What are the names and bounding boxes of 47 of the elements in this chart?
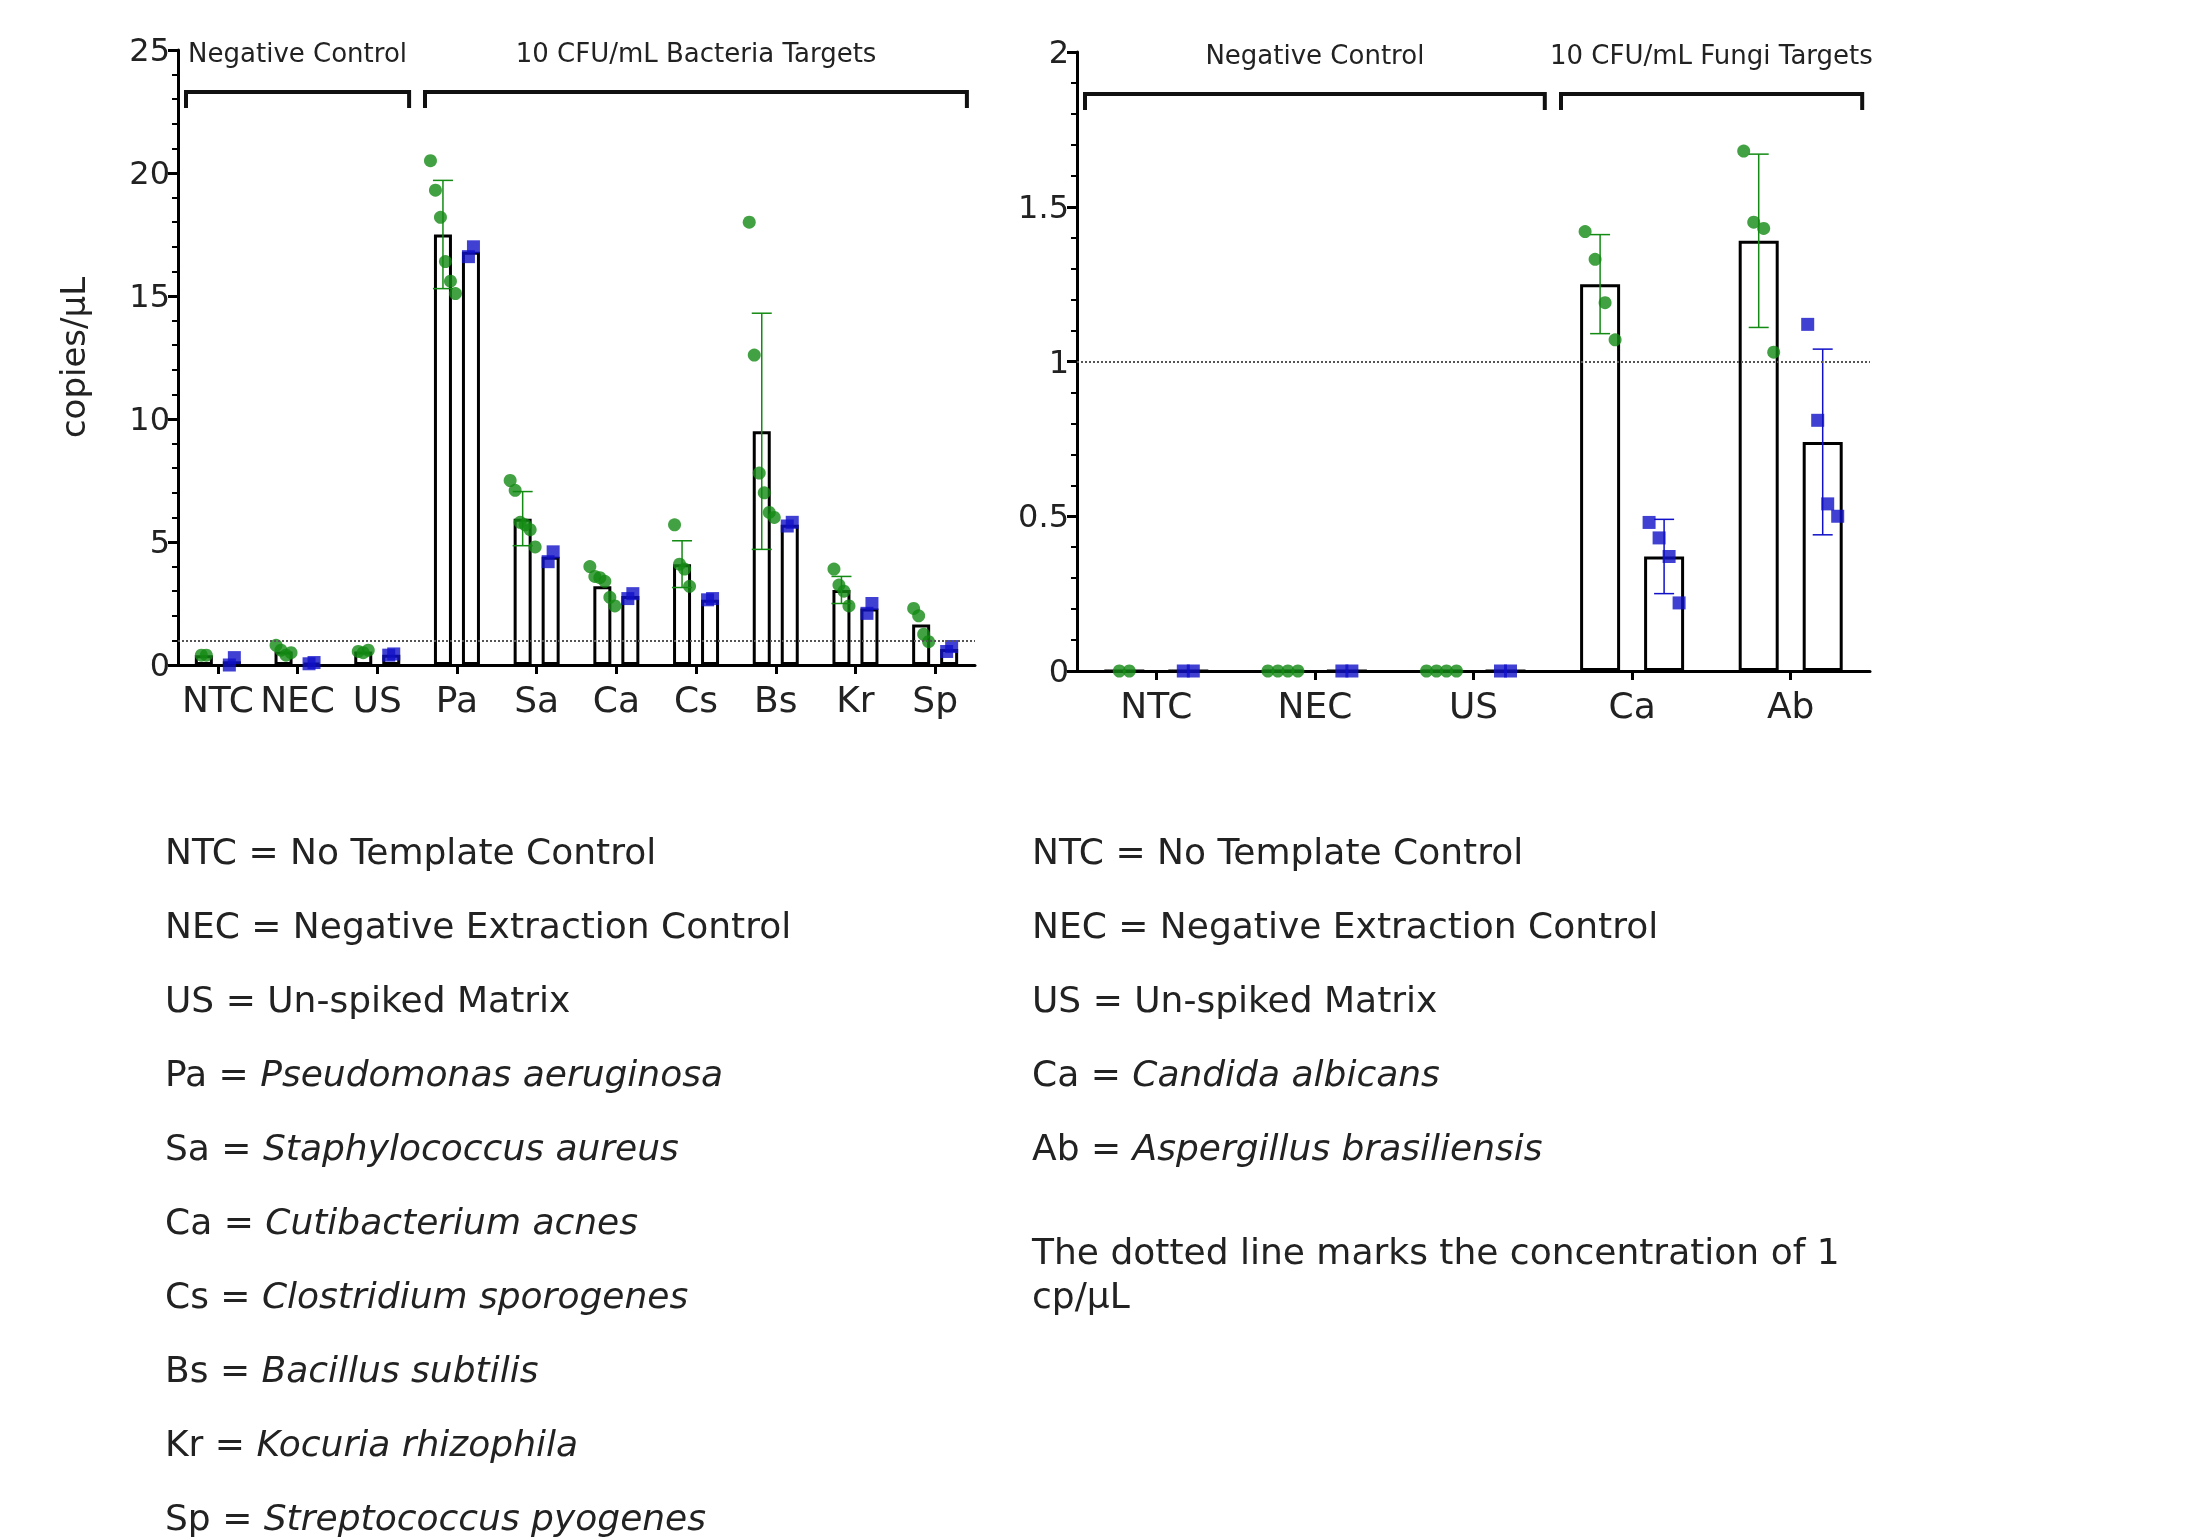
text: Cs = Clostridium sporogenes (165, 1274, 690, 1318)
annotation: Negative Control (1205, 40, 1425, 70)
text: Ab = Aspergillus brasiliensis (1032, 1126, 1544, 1170)
text: Ca = Candida albicans (1032, 1052, 1441, 1096)
text: US = Un-spiked Matrix (165, 978, 572, 1022)
x-tick-label: Bs (754, 678, 798, 720)
x-tick-label: Sa (514, 678, 560, 720)
annotation: 10 CFU/mL Fungi Targets (1549, 40, 1873, 70)
text: NTC = No Template Control (1032, 830, 1525, 874)
y-tick-label: 25 (129, 31, 170, 69)
text: NEC = Negative Extraction Control (165, 904, 793, 948)
x-tick-label: Pa (435, 678, 479, 720)
text: Kr = Kocuria rhizophila (165, 1422, 579, 1466)
y-tick-label: 15 (129, 277, 170, 315)
x-tick-label: Kr (836, 678, 875, 720)
y-tick-label: 0 (149, 646, 170, 684)
x-tick-label: Ca (1608, 684, 1656, 726)
y-tick-label: 1.5 (1018, 187, 1069, 226)
annotation: 10 CFU/mL Bacteria Targets (515, 38, 877, 68)
x-tick-label: US (1448, 684, 1499, 726)
annotation: Negative Control (188, 38, 408, 68)
x-tick-label: NEC (1277, 684, 1353, 726)
x-tick-label: US (352, 678, 402, 720)
text: Bs = Bacillus subtilis (165, 1348, 540, 1392)
x-tick-label: NTC (181, 678, 254, 720)
y-tick-label: 5 (149, 523, 170, 561)
text: NTC = No Template Control (165, 830, 658, 874)
y-tick-label: 2 (1048, 33, 1069, 71)
text: NEC = Negative Extraction Control (1032, 904, 1660, 948)
text: Ca = Cutibacterium acnes (165, 1200, 639, 1244)
x-tick-label: Ca (592, 678, 640, 720)
text: Pa = Pseudomonas aeruginosa (165, 1052, 725, 1096)
y-tick-label: 1 (1048, 342, 1069, 381)
x-tick-label: NEC (260, 678, 335, 720)
text: The dotted line marks the concentration of 1 cp/μL (1032, 1230, 1841, 1318)
x-tick-label: Ab (1766, 684, 1815, 726)
text: Sp = Streptococcus pyogenes (165, 1496, 707, 1539)
x-tick-label: NTC (1120, 684, 1193, 726)
y-tick-label: 0 (1048, 652, 1069, 690)
y-tick-label: 10 (129, 400, 170, 438)
text: Sa = Staphylococcus aureus (165, 1126, 680, 1170)
x-tick-label: Cs (674, 678, 718, 720)
text: US = Un-spiked Matrix (1032, 978, 1439, 1022)
y-axis-title: copies/μL (53, 276, 93, 439)
y-tick-label: 0.5 (1018, 497, 1069, 536)
y-tick-label: 20 (129, 154, 170, 192)
x-tick-label: Sp (912, 678, 958, 720)
